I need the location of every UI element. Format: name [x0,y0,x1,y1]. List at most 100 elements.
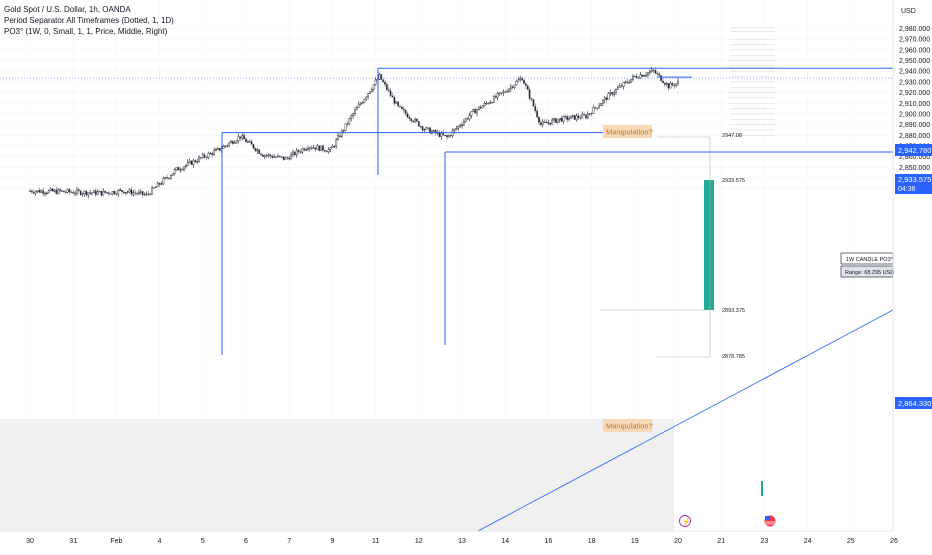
candle-body [77,189,80,192]
x-tick-label: 5 [201,538,205,545]
candle-body [367,93,369,98]
candle-body [92,190,95,194]
candle-body [323,150,326,152]
candle-body [87,192,90,196]
candle-body [218,147,221,151]
candle-body [327,149,330,152]
candle-body [545,121,548,124]
po3-close-label: 2893.375 [722,308,745,314]
candle-body [160,183,163,185]
candle-body [402,108,405,111]
candle-body [126,191,129,193]
candle-body [198,157,200,162]
candle-body [648,71,651,73]
candle-body [271,155,274,158]
candle-body [207,153,210,158]
candle-body [335,139,338,147]
candle-body [254,148,257,152]
candle-body [337,135,339,140]
candle-body [523,79,525,84]
candle-body [124,192,127,194]
candle-body [154,186,157,188]
candle-body [389,90,392,96]
candle-body [320,145,323,151]
candle-body [457,125,460,129]
candle-body [106,192,108,194]
candle-body [652,69,655,71]
candle-body [314,147,317,150]
candle-body [209,152,212,155]
candle-body [526,85,529,90]
candle-body [483,102,486,107]
candle-body [263,155,266,157]
candle-body [119,189,122,192]
candle-body [417,121,420,127]
candle-body [113,191,116,195]
candle-body [331,146,334,149]
candle-body [370,89,373,92]
candle-body [479,106,482,109]
candle-body [449,135,452,137]
candle-body [357,104,360,108]
candle-body [663,82,666,85]
indicator-po3[interactable]: PO3° (1W, 0, Small, 1, 1, Price, Middle,… [4,27,168,36]
candle-body [502,91,505,94]
candle-body [171,173,174,176]
x-tick-label: 13 [458,538,466,545]
candle-body [628,82,631,84]
candle-body [134,192,137,194]
chart-legend[interactable]: Gold Spot / U.S. Dollar, 1h, OANDA Perio… [4,4,174,37]
candle-body [601,99,604,104]
candle-body [451,130,454,136]
candle-body [355,107,358,111]
candle-body [252,144,255,149]
y-axis[interactable]: 2,830.0002,840.0002,850.0002,860.0002,87… [892,0,930,531]
candle-body [395,101,398,104]
volume-marker [761,481,763,496]
candle-body [635,75,638,78]
candle-body [53,189,56,192]
candle-body [346,123,349,125]
candle-body [205,157,208,159]
candle-body [138,191,140,194]
candle-body [151,187,153,195]
candle-body [658,73,661,76]
indicator-period-separator[interactable]: Period Separator All Timeframes (Dotted,… [4,16,174,25]
candle-body [425,127,428,130]
candle-body [42,190,45,194]
candle-body [162,178,165,184]
y-tick-label: 2,920.000 [899,90,930,97]
candle-body [575,115,578,120]
candle-body [607,93,610,100]
candle-body [468,115,471,120]
x-tick-label: 23 [761,538,769,545]
candle-body [295,150,298,156]
candle-body [102,190,105,196]
x-axis[interactable]: 30 31 Feb 4 5 6 7 9 11 12 13 14 16 18 19 20 21 23 24 25 26 [0,530,898,545]
candle-body [650,69,653,73]
candle-body [630,79,632,83]
candle-body [46,192,48,194]
candle-body [511,86,514,88]
candle-body [524,83,527,86]
candle-body [222,145,225,149]
candle-body [307,148,309,150]
candle-body [419,126,422,128]
candle-body [645,74,647,77]
candle-body [605,97,608,100]
candle-body [96,191,99,195]
po3-low-label: 2878.785 [722,354,745,360]
candle-body [429,127,431,134]
symbol-title[interactable]: Gold Spot / U.S. Dollar, 1h, OANDA [4,5,131,14]
candle-body [32,192,35,194]
candle-body [107,192,110,194]
candle-body [583,114,585,116]
candle-body [453,128,456,132]
candle-body [354,109,356,114]
candle-body [85,190,88,196]
candle-body [181,169,184,171]
y-tick-label: 2,880.000 [899,133,930,140]
candle-body [83,190,86,195]
